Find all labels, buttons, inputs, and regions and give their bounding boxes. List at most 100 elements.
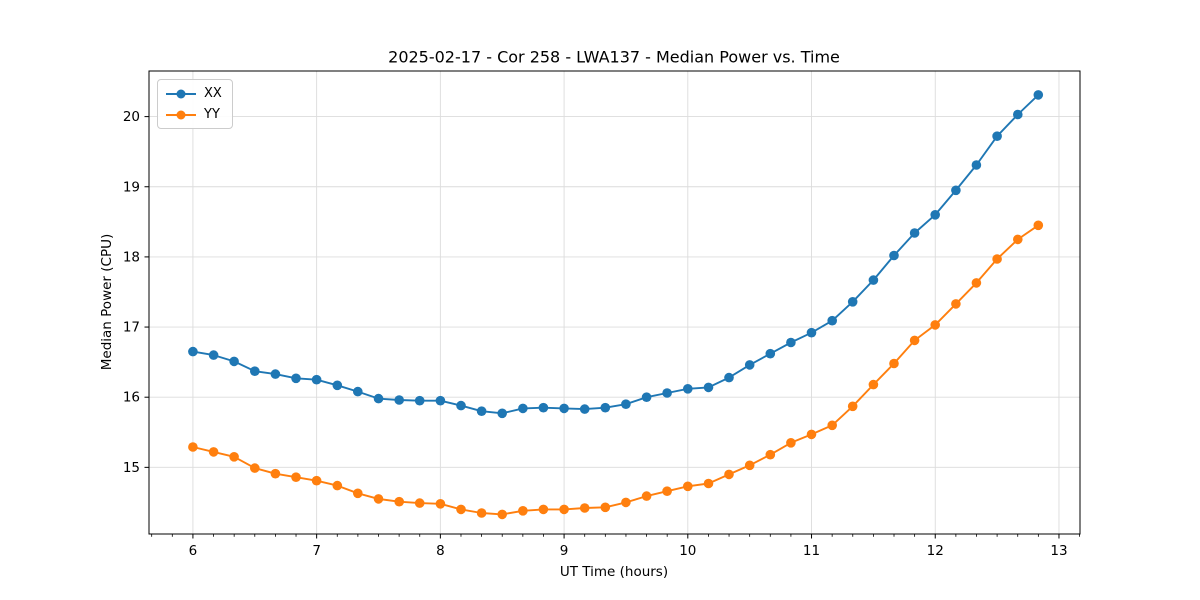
data-point-yy xyxy=(827,420,837,431)
data-point-yy xyxy=(724,469,734,480)
data-point-xx xyxy=(724,372,734,383)
data-point-yy xyxy=(311,475,322,486)
y-tick-label: 20 xyxy=(123,109,140,125)
data-point-xx xyxy=(765,348,776,359)
data-point-xx xyxy=(1013,109,1023,120)
data-point-yy xyxy=(806,429,817,440)
data-point-yy xyxy=(641,491,652,501)
x-tick-label: 7 xyxy=(312,543,321,559)
data-point-xx xyxy=(250,366,260,377)
data-point-yy xyxy=(909,335,920,346)
data-point-yy xyxy=(188,442,198,452)
data-point-xx xyxy=(332,380,343,391)
data-point-yy xyxy=(538,504,549,515)
data-point-xx xyxy=(662,388,672,398)
data-point-xx xyxy=(786,337,796,348)
data-point-xx xyxy=(806,327,817,338)
data-point-yy xyxy=(971,278,982,288)
data-point-yy xyxy=(600,502,611,513)
y-tick-label: 19 xyxy=(123,179,140,195)
series-line-yy xyxy=(192,224,1039,516)
data-point-xx xyxy=(1033,90,1044,100)
data-point-yy xyxy=(518,506,528,516)
data-point-xx xyxy=(188,346,198,357)
y-tick-label: 16 xyxy=(123,390,140,406)
data-point-xx xyxy=(992,131,1002,141)
data-point-xx xyxy=(909,228,920,238)
data-point-xx xyxy=(579,404,590,414)
data-point-yy xyxy=(456,504,466,515)
data-point-xx xyxy=(291,373,301,384)
x-tick-label: 11 xyxy=(803,543,820,559)
data-point-yy xyxy=(847,401,858,412)
data-point-yy xyxy=(291,472,301,483)
legend: XX YY xyxy=(157,79,233,129)
data-point-xx xyxy=(229,356,239,367)
data-point-xx xyxy=(394,395,405,405)
data-point-xx xyxy=(435,395,446,406)
data-point-xx xyxy=(414,395,425,406)
y-tick-label: 15 xyxy=(123,460,140,476)
data-point-xx xyxy=(744,360,755,370)
x-tick-label: 6 xyxy=(189,543,198,559)
data-point-yy xyxy=(930,320,940,330)
data-point-xx xyxy=(971,160,982,170)
data-point-yy xyxy=(353,488,363,499)
x-tick-label: 13 xyxy=(1050,543,1067,559)
data-point-yy xyxy=(250,463,260,473)
legend-item-yy: YY xyxy=(166,105,222,124)
series-line-xx xyxy=(192,94,1039,415)
data-point-xx xyxy=(621,399,631,410)
data-point-xx xyxy=(497,408,508,419)
legend-marker-icon xyxy=(166,109,196,120)
x-tick-label: 12 xyxy=(927,543,944,559)
data-point-yy xyxy=(476,508,487,518)
data-point-xx xyxy=(930,210,940,220)
data-point-yy xyxy=(683,481,693,492)
legend-label: YY xyxy=(204,107,220,122)
data-point-xx xyxy=(827,315,837,326)
data-point-yy xyxy=(951,299,961,309)
legend-label: XX xyxy=(204,86,222,101)
data-point-yy xyxy=(662,486,672,497)
data-point-yy xyxy=(1033,220,1044,231)
data-point-yy xyxy=(889,358,899,369)
data-point-xx xyxy=(538,402,549,413)
data-point-xx xyxy=(456,400,466,411)
legend-item-xx: XX xyxy=(166,84,222,103)
data-point-yy xyxy=(621,497,631,508)
data-point-yy xyxy=(373,494,384,504)
data-point-yy xyxy=(435,499,446,509)
data-point-xx xyxy=(889,250,899,261)
data-point-yy xyxy=(394,496,405,507)
plot-border xyxy=(148,70,1081,535)
data-point-yy xyxy=(332,480,343,491)
data-point-xx xyxy=(683,384,693,394)
y-tick-label: 18 xyxy=(123,249,140,265)
x-axis-label: UT Time (hours) xyxy=(559,564,669,580)
data-point-yy xyxy=(1013,234,1023,245)
data-point-xx xyxy=(951,185,961,196)
data-point-yy xyxy=(270,468,281,479)
data-point-yy xyxy=(703,478,714,489)
data-point-xx xyxy=(270,369,281,379)
x-tick-label: 8 xyxy=(436,543,445,559)
data-point-xx xyxy=(476,406,487,417)
x-tick-label: 9 xyxy=(560,543,569,559)
data-point-yy xyxy=(497,509,508,520)
data-point-xx xyxy=(559,403,569,414)
data-point-yy xyxy=(414,498,425,508)
data-point-yy xyxy=(229,452,239,462)
data-point-yy xyxy=(579,503,590,513)
y-axis-label: Median Power (CPU) xyxy=(99,233,115,371)
data-point-xx xyxy=(353,386,363,397)
data-point-yy xyxy=(559,504,569,515)
data-point-yy xyxy=(868,379,879,390)
data-point-yy xyxy=(765,449,776,460)
data-point-yy xyxy=(992,254,1002,264)
data-point-xx xyxy=(703,382,714,393)
data-point-xx xyxy=(373,393,384,404)
data-point-xx xyxy=(600,402,611,413)
